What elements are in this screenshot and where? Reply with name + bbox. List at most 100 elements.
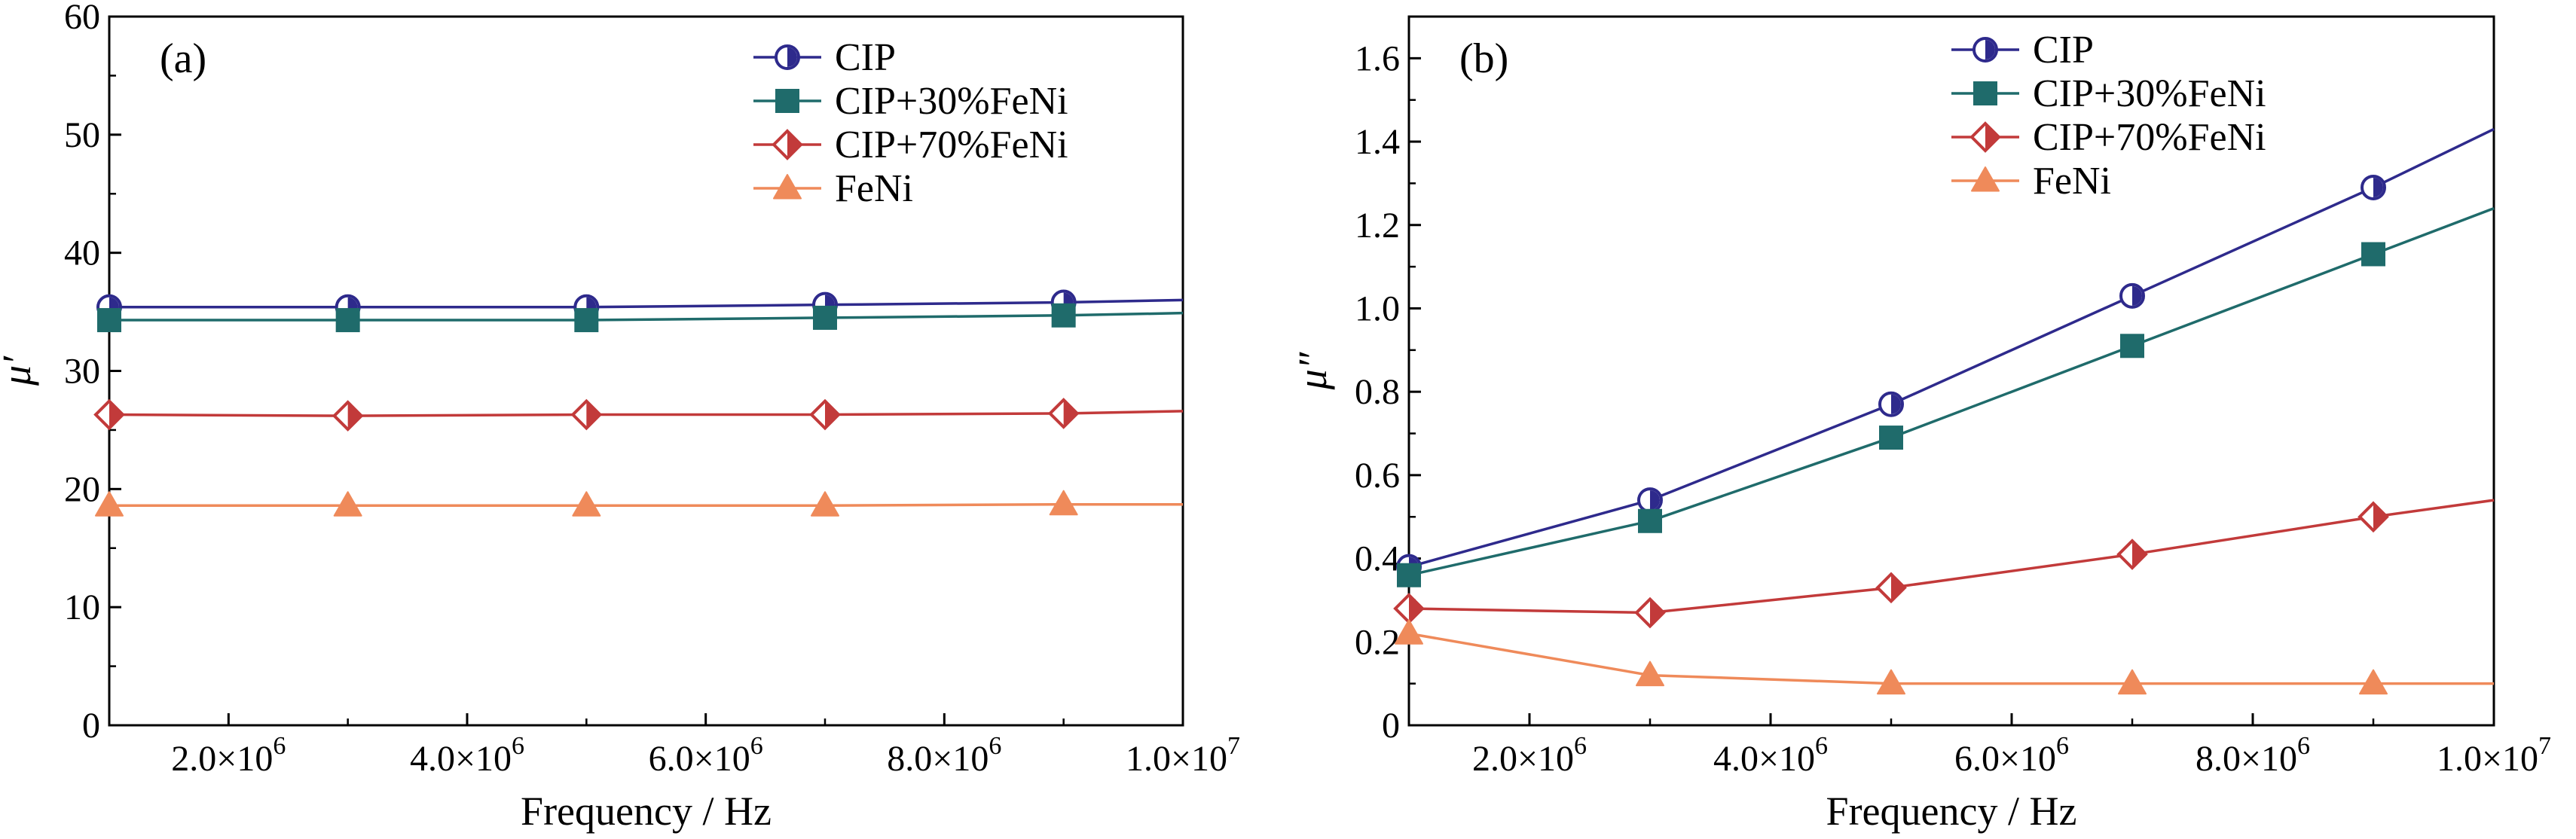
series-cip-70-feni bbox=[93, 398, 1184, 432]
series-feni bbox=[95, 490, 1183, 517]
data-point bbox=[95, 491, 124, 517]
data-point bbox=[1638, 508, 1662, 533]
data-point bbox=[332, 400, 364, 432]
y-tick-label: 40 bbox=[64, 233, 100, 273]
series-cip-30-feni bbox=[97, 303, 1184, 333]
legend-item-cip: CIP bbox=[753, 36, 896, 79]
y-tick-label: 0 bbox=[1382, 706, 1400, 746]
series-line bbox=[109, 311, 1184, 322]
marker-shape bbox=[1397, 563, 1421, 587]
y-tick-label: 0.4 bbox=[1355, 539, 1400, 579]
marker-fill bbox=[1985, 124, 1999, 151]
marker-shape bbox=[1395, 619, 1423, 645]
series-line bbox=[1408, 499, 2495, 615]
marker-shape bbox=[574, 308, 599, 333]
y-tick-label: 0.8 bbox=[1355, 372, 1400, 412]
data-point bbox=[2118, 669, 2147, 695]
marker-fill bbox=[2132, 285, 2143, 306]
legend-marker bbox=[1971, 166, 2000, 192]
legend-label: CIP bbox=[2033, 29, 2094, 72]
series-line bbox=[108, 410, 1184, 417]
y-tick-label: 1.4 bbox=[1355, 122, 1400, 162]
legend-label: CIP+30%FeNi bbox=[2033, 72, 2266, 115]
marker-fill bbox=[2373, 177, 2384, 197]
marker-shape bbox=[773, 174, 802, 200]
data-point bbox=[2361, 174, 2386, 200]
legend-marker bbox=[775, 44, 800, 70]
marker-shape bbox=[775, 89, 799, 113]
data-point bbox=[1634, 596, 1666, 629]
legend-marker bbox=[772, 129, 803, 160]
legend-label: CIP+70%FeNi bbox=[2033, 116, 2266, 159]
x-axis-title: Frequency / Hz bbox=[1826, 789, 2077, 834]
data-point bbox=[93, 398, 125, 431]
marker-shape bbox=[1877, 669, 1905, 695]
marker-shape bbox=[1638, 508, 1662, 533]
series-cip bbox=[1396, 127, 2495, 580]
data-point bbox=[1878, 391, 1904, 417]
x-tick-label: 2.0×106 bbox=[171, 732, 286, 779]
data-point bbox=[574, 308, 599, 333]
x-tick-label: 4.0×106 bbox=[1713, 732, 1828, 779]
marker-shape bbox=[1049, 490, 1078, 516]
marker-shape bbox=[811, 491, 839, 517]
legend-item-cip-30-feni: CIP+30%FeNi bbox=[753, 80, 1068, 123]
data-point bbox=[1393, 593, 1425, 624]
data-point bbox=[1877, 669, 1905, 695]
series-line bbox=[1408, 632, 2494, 685]
series-cip-30-feni bbox=[1397, 206, 2495, 587]
legend-item-feni: FeNi bbox=[753, 167, 913, 210]
data-point bbox=[572, 491, 601, 517]
data-point bbox=[2361, 242, 2385, 267]
y-tick-label: 1.0 bbox=[1355, 288, 1400, 328]
marker-shape bbox=[1879, 426, 1903, 450]
marker-shape bbox=[335, 308, 360, 333]
marker-fill bbox=[2132, 541, 2146, 569]
marker-shape bbox=[1051, 303, 1076, 328]
x-axis-title: Frequency / Hz bbox=[521, 789, 772, 834]
legend-marker bbox=[773, 174, 802, 200]
data-point bbox=[1051, 303, 1076, 328]
y-tick-label: 10 bbox=[64, 587, 100, 627]
marker-shape bbox=[333, 491, 362, 517]
data-point bbox=[2116, 538, 2148, 570]
plot-frame bbox=[1407, 15, 2495, 727]
legend-item-cip-30-feni: CIP+30%FeNi bbox=[1951, 72, 2266, 115]
x-tick-label: 1.0×107 bbox=[2437, 732, 2551, 779]
x-tick-label: 1.0×107 bbox=[1126, 732, 1240, 779]
legend-marker bbox=[1972, 37, 1998, 63]
data-point bbox=[1636, 661, 1664, 687]
data-point bbox=[2119, 282, 2145, 309]
marker-fill bbox=[2373, 503, 2387, 531]
marker-fill bbox=[787, 131, 801, 158]
data-point bbox=[1397, 563, 1421, 587]
chart-panel-b: 0 0.2 0.4 0.6 0.8 1.0 1.2 1.4 1.6 2.0×106 4.0×106 6… bbox=[1290, 15, 2551, 834]
data-point bbox=[811, 491, 839, 517]
marker-shape bbox=[572, 491, 601, 517]
marker-shape bbox=[95, 491, 124, 517]
legend-label: FeNi bbox=[2033, 160, 2111, 203]
legend-label: CIP+30%FeNi bbox=[835, 80, 1068, 123]
series-feni bbox=[1395, 619, 2494, 695]
marker-fill bbox=[1650, 490, 1660, 511]
marker-shape bbox=[1636, 661, 1664, 687]
legend-label: CIP+70%FeNi bbox=[835, 124, 1068, 166]
data-point bbox=[1879, 426, 1903, 450]
marker-fill bbox=[347, 402, 362, 430]
data-point bbox=[2358, 501, 2389, 533]
marker-fill bbox=[1409, 595, 1422, 623]
y-tick-label: 0 bbox=[82, 706, 100, 746]
data-point bbox=[809, 398, 841, 431]
marker-shape bbox=[813, 305, 837, 330]
legend-marker bbox=[1973, 81, 1997, 105]
x-tick-label: 8.0×106 bbox=[887, 732, 1001, 779]
legend-item-feni: FeNi bbox=[1951, 160, 2111, 203]
marker-fill bbox=[1985, 40, 1995, 59]
x-tick-label: 6.0×106 bbox=[649, 732, 763, 779]
series-line bbox=[109, 298, 1184, 309]
legend-item-cip-70-feni: CIP+70%FeNi bbox=[753, 124, 1068, 166]
panel-label: (b) bbox=[1459, 35, 1508, 82]
